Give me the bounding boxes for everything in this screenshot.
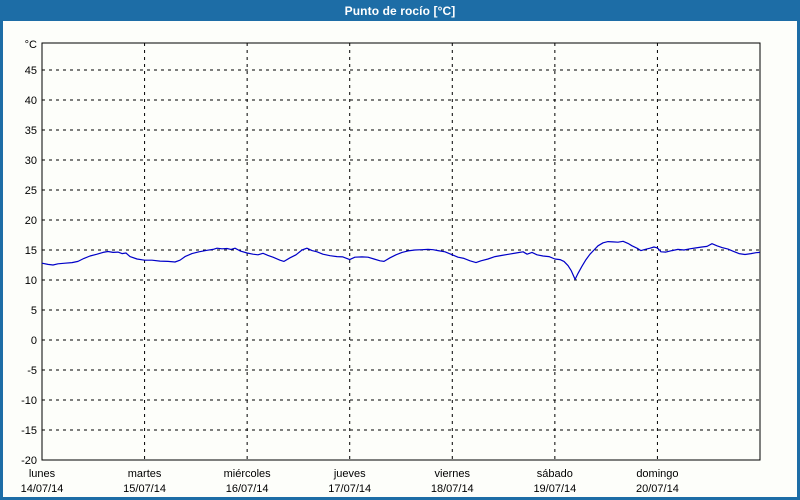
y-tick-label: 10: [25, 275, 37, 287]
x-date-label: 15/07/14: [123, 483, 166, 495]
x-date-label: 16/07/14: [226, 483, 269, 495]
x-day-label: miércoles: [224, 468, 272, 480]
y-tick-label: 30: [25, 155, 37, 167]
x-day-label: lunes: [29, 468, 56, 480]
y-axis-unit-label: °C: [25, 39, 37, 51]
y-tick-label: 20: [25, 215, 37, 227]
y-tick-label: 35: [25, 125, 37, 137]
x-date-label: 20/07/14: [636, 483, 679, 495]
dewpoint-chart: 45 40 35 30 25 20 15 10 5 0 -5 -10 -15 -20 °C lunes 14/0…: [21, 39, 761, 495]
y-tick-label: 0: [31, 335, 37, 347]
y-tick-label: -15: [21, 425, 37, 437]
x-day-label: sábado: [537, 468, 573, 480]
chart-title: Punto de rocío [°C]: [344, 3, 456, 18]
y-tick-label: 5: [31, 305, 37, 317]
x-date-label: 19/07/14: [533, 483, 576, 495]
x-date-label: 18/07/14: [431, 483, 474, 495]
y-tick-label: -5: [27, 365, 37, 377]
x-day-label: domingo: [636, 468, 678, 480]
dewpoint-line: [41, 240, 761, 280]
chart-titlebar: Punto de rocío [°C]: [0, 0, 800, 21]
y-tick-label: 45: [25, 65, 37, 77]
x-date-label: 14/07/14: [21, 483, 64, 495]
plot-border: [41, 42, 761, 461]
x-day-label: jueves: [333, 468, 366, 480]
y-tick-label: 25: [25, 185, 37, 197]
y-tick-label: 15: [25, 245, 37, 257]
y-tick-label: 40: [25, 95, 37, 107]
x-day-label: martes: [128, 468, 162, 480]
x-day-label: viernes: [435, 468, 471, 480]
y-tick-label: -20: [21, 455, 37, 467]
chart-area: 45 40 35 30 25 20 15 10 5 0 -5 -10 -15 -20 °C lunes 14/0…: [3, 21, 797, 497]
y-tick-label: -10: [21, 395, 37, 407]
x-date-label: 17/07/14: [328, 483, 371, 495]
